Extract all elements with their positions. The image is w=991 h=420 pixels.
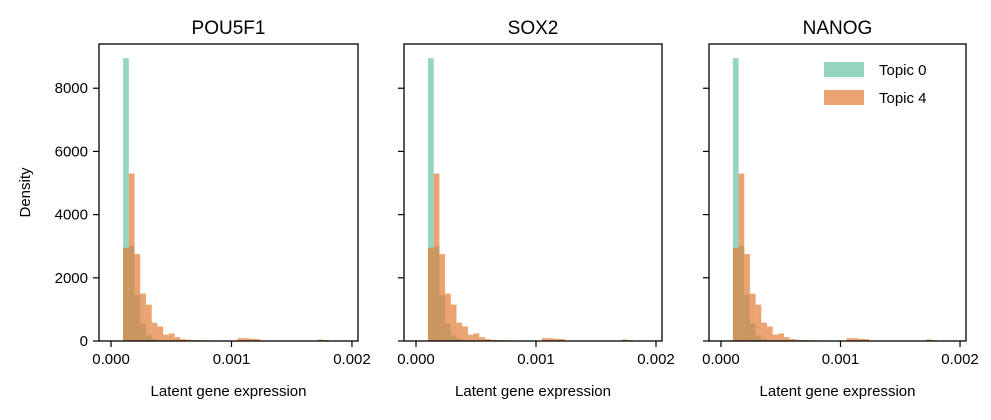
histogram-bar: [439, 254, 445, 341]
histogram-bar: [434, 174, 440, 341]
x-axis-label: Latent gene expression: [151, 383, 307, 400]
y-tick-label: 4000: [55, 207, 88, 224]
y-tick-label: 0: [80, 333, 88, 350]
x-tick-label: 0.002: [637, 351, 675, 368]
x-tick-label: 0.002: [333, 351, 371, 368]
x-tick-label: 0.000: [702, 351, 740, 368]
subplot-title: NANOG: [803, 18, 873, 39]
histogram-bar: [129, 174, 135, 341]
series-topic-4: [123, 174, 352, 341]
series-topic-4: [428, 174, 656, 341]
histogram-bar: [152, 323, 158, 341]
histogram-bar: [451, 305, 457, 341]
y-tick-label: 6000: [55, 143, 88, 160]
legend: Topic 0 Topic 4: [824, 62, 927, 107]
histogram-bar: [428, 248, 434, 341]
subplot-1: 0.000 0.001 0.002 0 2000 4000 6000 8000 POU5F1 La…: [17, 18, 371, 400]
x-tick-label: 0.001: [822, 351, 860, 368]
histogram-bar: [468, 335, 474, 341]
histogram-bar: [169, 333, 175, 341]
histogram-bar: [773, 335, 779, 341]
histogram-bar: [739, 174, 745, 341]
y-tick-label: 8000: [55, 80, 88, 97]
subplot-2: 0.000 0.001 0.002 SOX2 Latent gene expressio…: [397, 18, 675, 400]
x-axis-label: Latent gene expression: [760, 383, 916, 400]
x-tick-label: 0.000: [397, 351, 435, 368]
histogram-bar: [733, 248, 739, 341]
histogram-bar: [767, 326, 773, 341]
histogram-bar: [457, 323, 463, 341]
histogram-bar: [756, 305, 762, 341]
x-tick-label: 0.000: [92, 351, 130, 368]
histogram-bar: [135, 254, 141, 341]
histogram-bar: [140, 294, 146, 341]
histogram-bar: [474, 333, 480, 341]
histogram-bar: [157, 326, 163, 341]
legend-label: Topic 0: [879, 62, 927, 79]
histogram-bar: [744, 254, 750, 341]
x-tick-label: 0.002: [941, 351, 979, 368]
histogram-bar: [146, 305, 152, 341]
subplot-3: 0.000 0.001 0.002 NANOG Latent gene expressi…: [702, 18, 979, 400]
subplot-title: POU5F1: [192, 18, 266, 39]
legend-swatch: [824, 90, 864, 105]
histogram-bar: [445, 294, 451, 341]
histogram-bar: [778, 333, 784, 341]
histogram-bar: [761, 323, 767, 341]
histogram-bar: [750, 294, 756, 341]
legend-label: Topic 4: [879, 90, 927, 107]
series-topic-4: [733, 174, 960, 341]
histogram-bar: [462, 326, 468, 341]
histogram-bar: [123, 248, 129, 341]
y-axis-label: Density: [17, 167, 34, 218]
y-tick-label: 2000: [55, 270, 88, 287]
x-axis-label: Latent gene expression: [455, 383, 611, 400]
legend-swatch: [824, 62, 864, 77]
subplot-title: SOX2: [508, 18, 559, 39]
x-tick-label: 0.001: [517, 351, 555, 368]
histogram-bar: [163, 335, 169, 341]
x-tick-label: 0.001: [213, 351, 251, 368]
